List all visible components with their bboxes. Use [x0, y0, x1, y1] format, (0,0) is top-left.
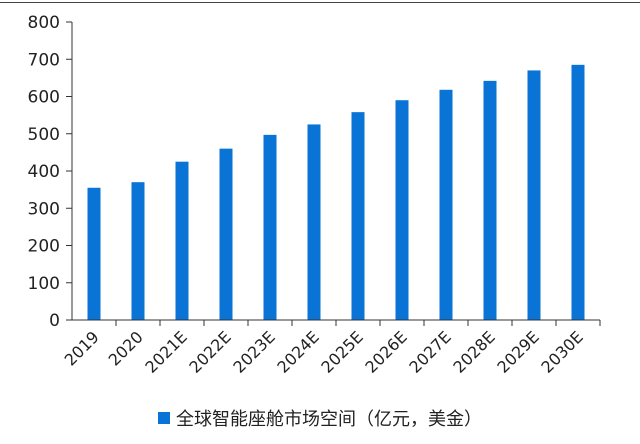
- x-axis-ticks: 2019 20202021E2022E2023E2024E2025E2026E20…: [61, 320, 601, 377]
- bar-chart: 0 100 200 300 400 500 600 700 800 2019 20202021E2…: [28, 13, 601, 377]
- bars: [87, 64, 585, 321]
- x-tick-label: 2029E: [493, 327, 542, 376]
- bar-2019: [87, 187, 101, 320]
- legend: 全球智能座舱市场空间（亿元，美金）: [0, 404, 640, 432]
- bar-2020: [131, 182, 145, 320]
- y-tick-label: 300: [28, 199, 60, 219]
- y-axis-ticks: 0 100 200 300 400 500 600 700 800: [28, 13, 72, 331]
- bar-2029E: [527, 70, 541, 320]
- x-tick-label: 2019: [61, 327, 103, 369]
- y-tick-label: 500: [28, 125, 60, 145]
- x-tick-label: 2022E: [185, 327, 234, 376]
- x-tick-label: 2027E: [405, 327, 454, 376]
- x-tick-label: 2030E: [537, 327, 586, 376]
- y-tick-label: 100: [28, 274, 60, 294]
- legend-label: 全球智能座舱市场空间（亿元，美金）: [176, 409, 482, 430]
- y-tick-label: 200: [28, 237, 60, 257]
- bar-2022E: [219, 148, 233, 320]
- y-tick-label: 700: [28, 50, 60, 70]
- y-tick-label: 600: [28, 88, 60, 108]
- bar-2027E: [439, 89, 453, 320]
- bar-2026E: [395, 100, 409, 320]
- x-tick-label: 2021E: [141, 327, 190, 376]
- bar-2025E: [351, 112, 365, 321]
- x-tick-label: 2024E: [273, 327, 322, 376]
- x-tick-label: 2023E: [229, 327, 278, 376]
- bar-2021E: [175, 161, 189, 320]
- y-tick-label: 800: [28, 13, 60, 33]
- bar-2030E: [571, 64, 585, 321]
- x-tick-label: 2025E: [317, 327, 366, 376]
- legend-swatch: [158, 412, 170, 424]
- bar-2024E: [307, 124, 321, 320]
- x-tick-label: 2028E: [449, 327, 498, 376]
- top-rule: [0, 2, 640, 3]
- bar-2028E: [483, 80, 497, 320]
- x-tick-label: 2026E: [361, 327, 410, 376]
- bar-2023E: [263, 134, 277, 320]
- y-tick-label: 0: [49, 311, 60, 331]
- y-tick-label: 400: [28, 162, 60, 182]
